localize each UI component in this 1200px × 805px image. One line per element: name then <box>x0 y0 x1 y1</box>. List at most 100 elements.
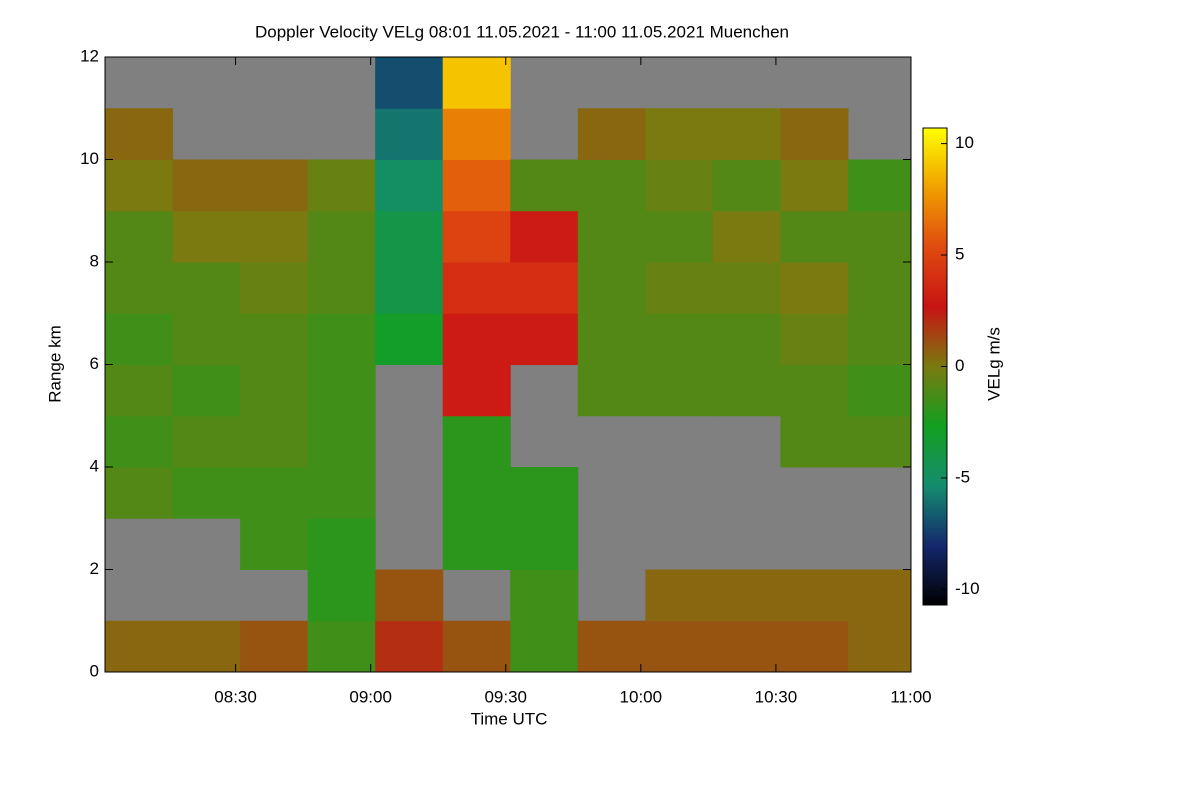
heatmap-cell <box>510 159 579 212</box>
heatmap-cell <box>240 210 309 263</box>
heatmap-cell <box>307 467 376 519</box>
colorbar-tick-label: -5 <box>955 467 970 486</box>
heatmap-cell <box>847 415 912 468</box>
colorbar-tick-label: 10 <box>955 133 974 152</box>
heatmap-cell <box>442 262 511 314</box>
heatmap-cell <box>240 415 309 468</box>
heatmap-cell <box>375 57 444 109</box>
heatmap-cell <box>307 620 376 673</box>
heatmap-cell <box>240 620 309 673</box>
heatmap-cell <box>307 415 376 468</box>
x-tick-label: 10:30 <box>755 687 798 706</box>
heatmap-cell <box>105 262 174 314</box>
heatmap-cell <box>645 364 714 417</box>
heatmap-cell <box>780 364 849 417</box>
heatmap-cell <box>442 620 511 673</box>
heatmap-cell <box>577 108 646 160</box>
heatmap-cell <box>780 620 849 673</box>
heatmap-cell <box>780 159 849 212</box>
heatmap-cell <box>510 262 579 314</box>
heatmap-cell <box>712 159 781 212</box>
heatmap-cell <box>847 569 912 622</box>
heatmap-cell <box>307 313 376 365</box>
heatmap-cell <box>577 210 646 263</box>
heatmap-cell <box>510 467 579 519</box>
heatmap-cell <box>172 159 241 212</box>
heatmap-cell <box>780 313 849 365</box>
heatmap-cell <box>780 569 849 622</box>
heatmap-cell <box>375 313 444 365</box>
heatmap-cell <box>510 569 579 622</box>
heatmap-cell <box>645 620 714 673</box>
heatmap-cell <box>847 313 912 365</box>
heatmap-cell <box>172 364 241 417</box>
y-axis-label: Range km <box>45 325 64 402</box>
heatmap-cell <box>645 569 714 622</box>
heatmap-cell <box>240 313 309 365</box>
heatmap-cell <box>510 620 579 673</box>
heatmap-cell <box>105 159 174 212</box>
heatmap-cell <box>645 108 714 160</box>
heatmap-cell <box>240 262 309 314</box>
heatmap-cell <box>172 620 241 673</box>
heatmap-cell <box>442 467 511 519</box>
heatmap-cell <box>375 262 444 314</box>
heatmap-cell <box>172 467 241 519</box>
heatmap-cell <box>510 313 579 365</box>
heatmap-cell <box>780 415 849 468</box>
heatmap-cell <box>645 210 714 263</box>
y-tick-label: 8 <box>90 251 99 270</box>
heatmap-cell <box>442 364 511 417</box>
colorbar-label: VELg m/s <box>984 327 1003 401</box>
heatmap-cell <box>645 159 714 212</box>
heatmap-cell <box>105 210 174 263</box>
heatmap-cell <box>375 108 444 160</box>
heatmap-cell <box>105 313 174 365</box>
y-tick-label: 2 <box>90 559 99 578</box>
heatmap-cell <box>442 518 511 570</box>
heatmap-cell <box>172 415 241 468</box>
y-tick-label: 12 <box>80 46 99 65</box>
colorbar-tick-label: 0 <box>955 356 964 375</box>
heatmap-cell <box>105 415 174 468</box>
heatmap-cell <box>847 159 912 212</box>
heatmap-cell <box>105 108 174 160</box>
x-tick-label: 10:00 <box>620 687 663 706</box>
heatmap-cell <box>645 262 714 314</box>
heatmap-cell <box>577 313 646 365</box>
heatmap-cell <box>712 364 781 417</box>
heatmap-cell <box>240 159 309 212</box>
heatmap-cell <box>510 210 579 263</box>
heatmap-cell <box>307 364 376 417</box>
heatmap-cell <box>442 415 511 468</box>
heatmap-cell <box>712 108 781 160</box>
heatmap-cell <box>780 210 849 263</box>
heatmap-cell <box>442 210 511 263</box>
heatmap-cell <box>442 108 511 160</box>
chart-title: Doppler Velocity VELg 08:01 11.05.2021 -… <box>255 22 789 41</box>
heatmap-cell <box>240 364 309 417</box>
colorbar-tick-label: 5 <box>955 245 964 264</box>
heatmap-cell <box>847 262 912 314</box>
heatmap-cell <box>105 467 174 519</box>
heatmap-cell <box>240 518 309 570</box>
heatmap-cell <box>847 620 912 673</box>
heatmap-cell <box>577 159 646 212</box>
x-tick-label: 08:30 <box>214 687 257 706</box>
x-tick-label: 09:30 <box>484 687 527 706</box>
heatmap-cell <box>307 569 376 622</box>
heatmap-cell <box>712 569 781 622</box>
heatmap-cell <box>240 467 309 519</box>
x-tick-label: 11:00 <box>890 687 931 706</box>
heatmap-cell <box>510 518 579 570</box>
heatmap-cell <box>375 159 444 212</box>
heatmap-cell <box>577 364 646 417</box>
heatmap-cell <box>712 210 781 263</box>
heatmap-cell <box>375 620 444 673</box>
heatmap-cell <box>577 262 646 314</box>
heatmap-cell <box>780 262 849 314</box>
heatmap-cell <box>375 569 444 622</box>
heatmap-cell <box>307 262 376 314</box>
heatmap-cell <box>442 57 511 109</box>
